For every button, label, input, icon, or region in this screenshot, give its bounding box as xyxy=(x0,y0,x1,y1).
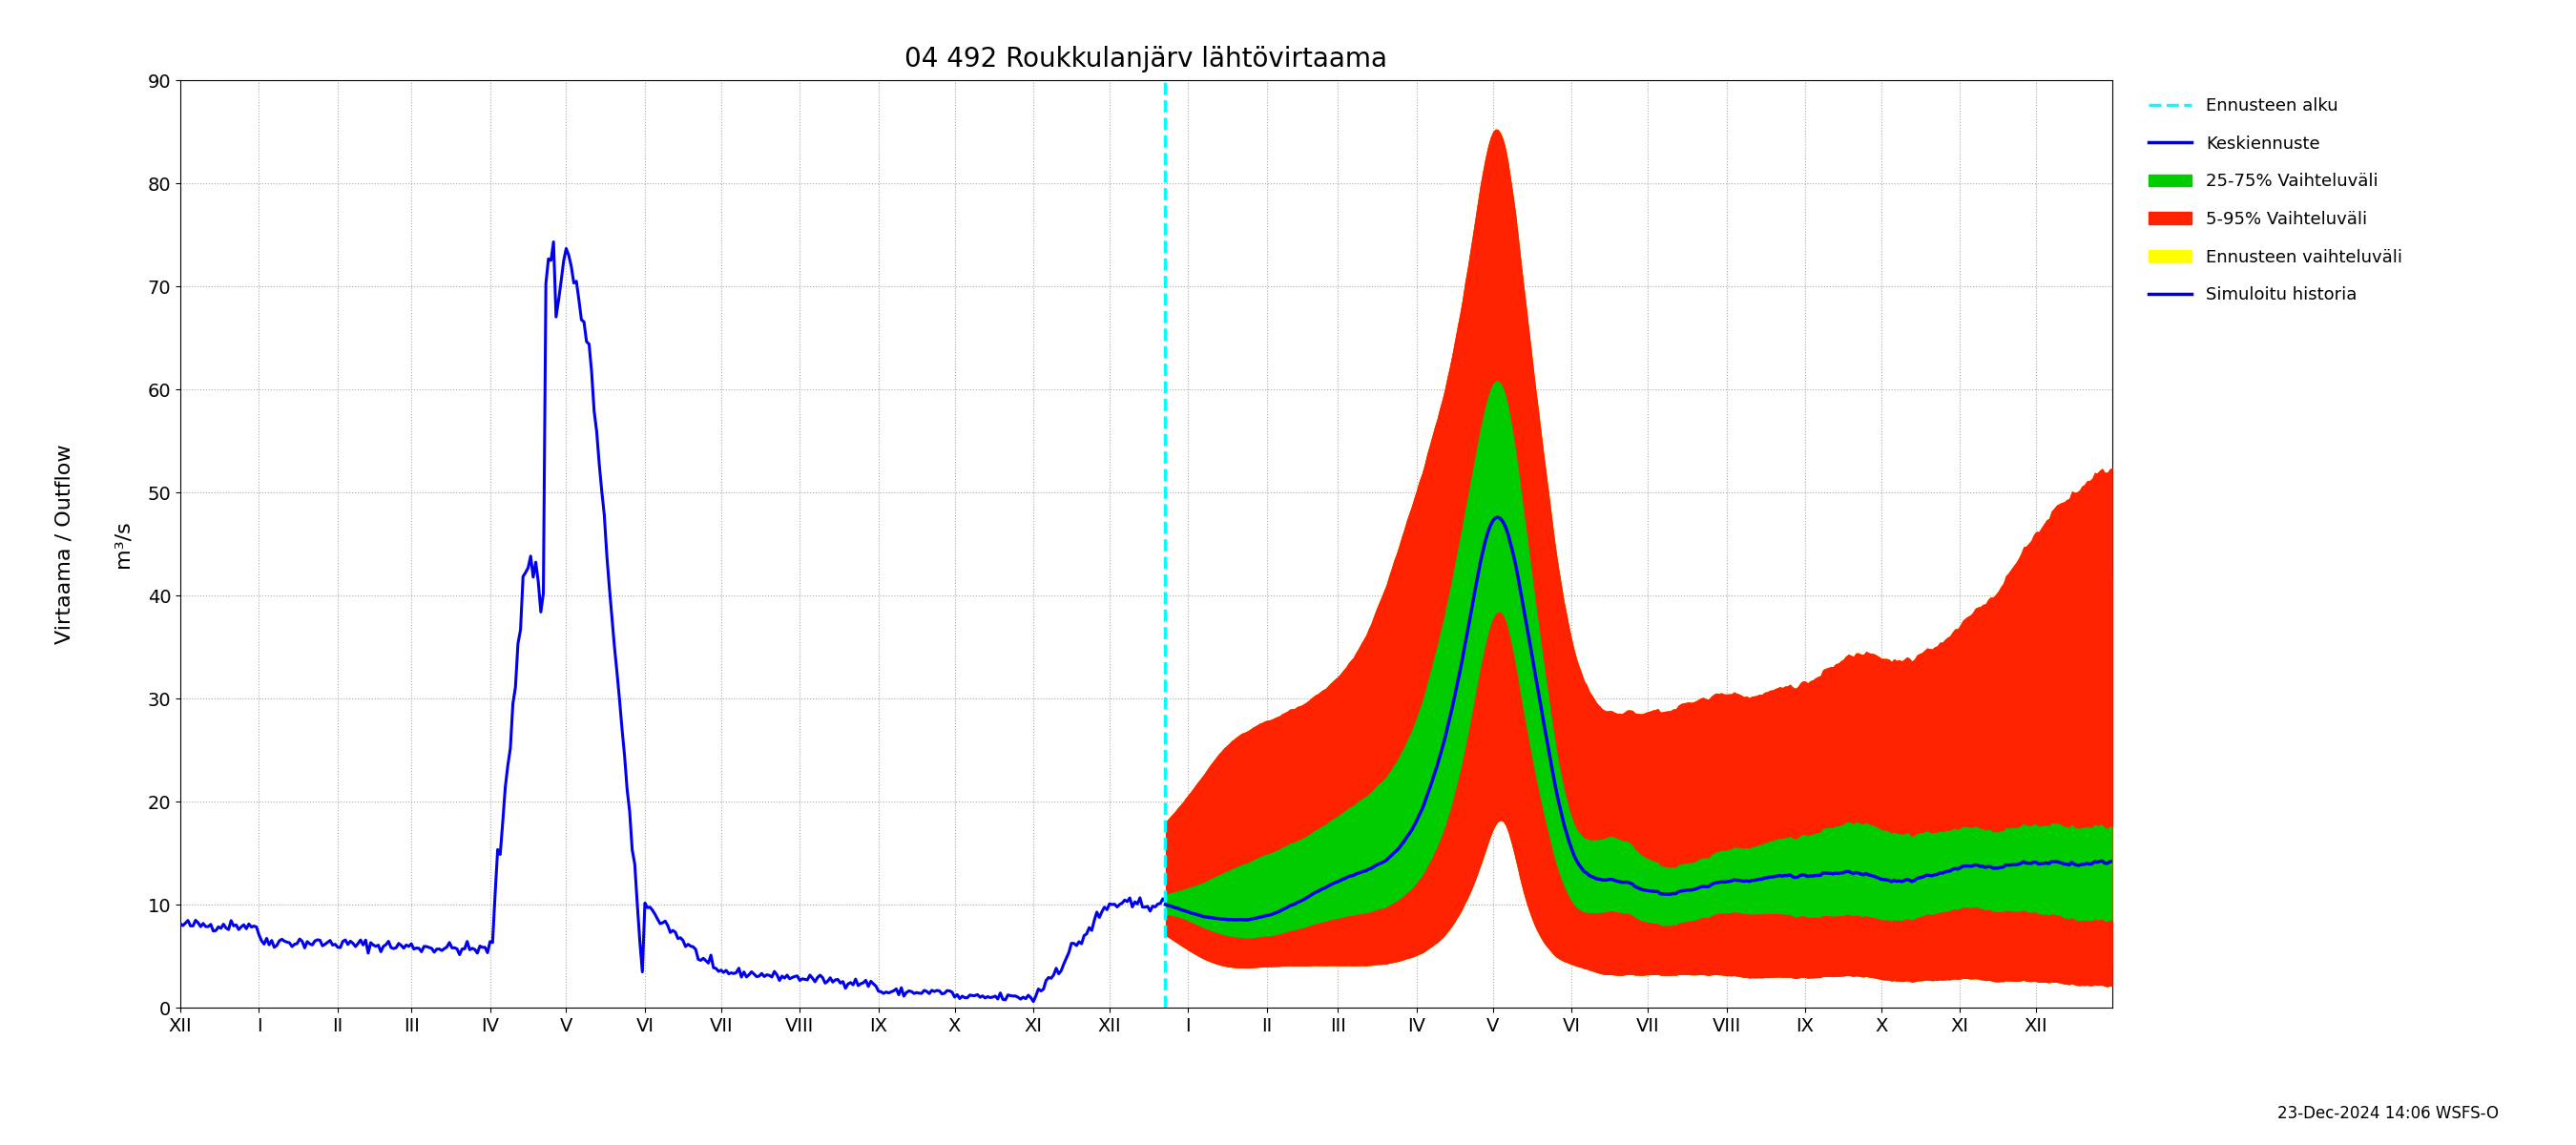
Legend: Ennusteen alku, Keskiennuste, 25-75% Vaihteluväli, 5-95% Vaihteluväli, Ennusteen: Ennusteen alku, Keskiennuste, 25-75% Vai… xyxy=(2141,89,2411,313)
Text: 23-Dec-2024 14:06 WSFS-O: 23-Dec-2024 14:06 WSFS-O xyxy=(2277,1105,2499,1122)
Text: m³/s: m³/s xyxy=(113,520,131,568)
Text: Virtaama / Outflow: Virtaama / Outflow xyxy=(54,444,75,643)
Title: 04 492 Roukkulanjärv lähtövirtaama: 04 492 Roukkulanjärv lähtövirtaama xyxy=(904,46,1388,72)
